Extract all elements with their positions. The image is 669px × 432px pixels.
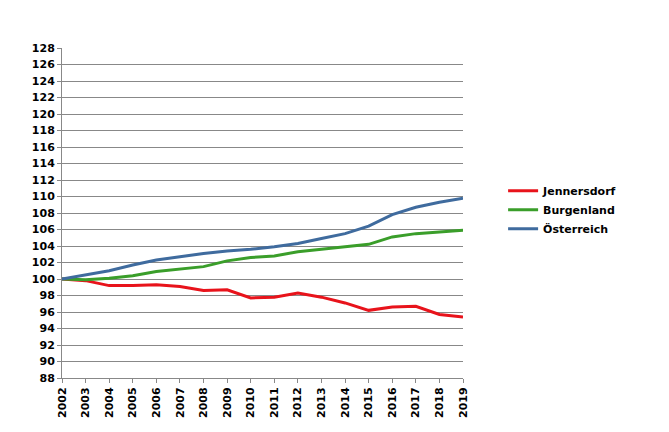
svg-text:2010: 2010 bbox=[244, 387, 257, 418]
svg-text:2003: 2003 bbox=[79, 387, 92, 418]
svg-text:104: 104 bbox=[32, 240, 55, 253]
svg-text:Burgenland: Burgenland bbox=[543, 204, 615, 217]
svg-text:2018: 2018 bbox=[433, 387, 446, 418]
svg-text:Jennersdorf: Jennersdorf bbox=[542, 185, 616, 198]
svg-text:108: 108 bbox=[32, 207, 55, 220]
svg-text:128: 128 bbox=[32, 42, 55, 55]
svg-text:112: 112 bbox=[32, 174, 55, 187]
svg-text:102: 102 bbox=[32, 256, 55, 269]
svg-text:2011: 2011 bbox=[268, 387, 281, 418]
svg-text:96: 96 bbox=[39, 306, 55, 319]
svg-text:2002: 2002 bbox=[56, 387, 69, 418]
svg-text:2016: 2016 bbox=[386, 387, 399, 418]
svg-text:2019: 2019 bbox=[457, 387, 470, 418]
svg-text:2013: 2013 bbox=[315, 387, 328, 418]
svg-text:2007: 2007 bbox=[174, 387, 187, 418]
svg-text:2009: 2009 bbox=[221, 387, 234, 418]
svg-text:110: 110 bbox=[32, 190, 55, 203]
svg-text:106: 106 bbox=[32, 223, 55, 236]
svg-text:2005: 2005 bbox=[126, 387, 139, 418]
svg-text:120: 120 bbox=[32, 108, 55, 121]
svg-text:2017: 2017 bbox=[409, 387, 422, 418]
svg-text:114: 114 bbox=[32, 157, 55, 170]
svg-text:100: 100 bbox=[32, 273, 55, 286]
svg-text:94: 94 bbox=[39, 322, 55, 335]
svg-text:118: 118 bbox=[32, 124, 55, 137]
svg-text:88: 88 bbox=[39, 372, 54, 385]
svg-text:90: 90 bbox=[39, 355, 55, 368]
svg-text:2014: 2014 bbox=[339, 387, 352, 418]
svg-text:2004: 2004 bbox=[103, 387, 116, 418]
svg-text:Österreich: Österreich bbox=[543, 222, 608, 236]
svg-text:2012: 2012 bbox=[291, 387, 304, 418]
svg-text:2015: 2015 bbox=[362, 387, 375, 418]
svg-text:122: 122 bbox=[32, 91, 55, 104]
svg-text:2006: 2006 bbox=[150, 387, 163, 418]
svg-text:98: 98 bbox=[39, 289, 54, 302]
svg-text:2008: 2008 bbox=[197, 387, 210, 418]
svg-text:126: 126 bbox=[32, 58, 55, 71]
svg-text:92: 92 bbox=[39, 339, 54, 352]
svg-text:124: 124 bbox=[32, 75, 55, 88]
svg-text:116: 116 bbox=[32, 141, 55, 154]
